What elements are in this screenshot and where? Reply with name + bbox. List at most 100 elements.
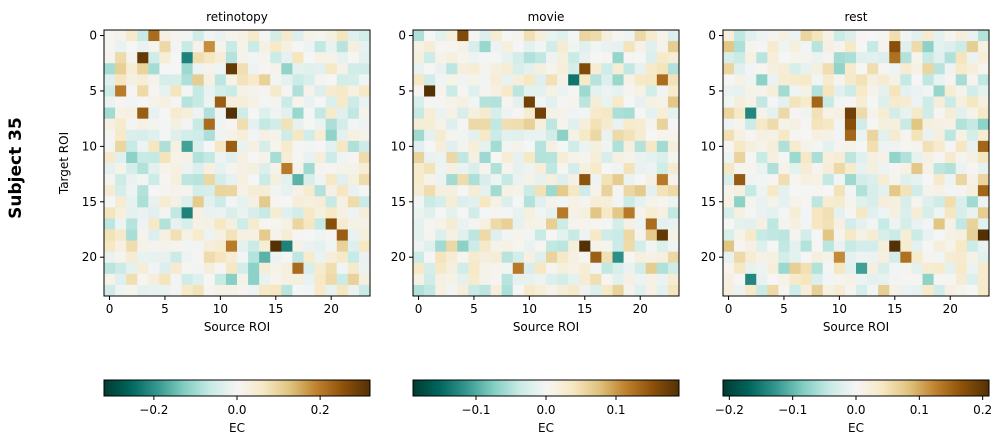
heatmap-cell: [645, 140, 658, 153]
heatmap-cell: [468, 129, 480, 142]
heatmap-cell: [656, 174, 669, 186]
heatmap-cell: [612, 163, 624, 175]
heatmap-cell: [911, 174, 923, 186]
heatmap-cell: [512, 251, 525, 264]
heatmap-cell: [977, 107, 990, 120]
heatmap-cell: [446, 41, 458, 53]
heatmap-cell: [977, 251, 990, 264]
heatmap-cell: [237, 251, 249, 264]
heatmap-cell: [501, 52, 514, 64]
heatmap-cell: [534, 229, 547, 241]
heatmap-cell: [955, 96, 968, 108]
heatmap-cell: [634, 273, 647, 286]
heatmap-cell: [944, 118, 957, 131]
heatmap-cell: [490, 240, 503, 253]
heatmap-cell: [104, 262, 116, 275]
heatmap-cell: [811, 207, 824, 219]
heatmap-cell: [900, 251, 912, 264]
heatmap-cell: [623, 52, 636, 64]
heatmap-cell: [557, 30, 569, 42]
heatmap-cell: [446, 129, 458, 142]
heatmap-cell: [181, 52, 194, 64]
heatmap-cell: [656, 229, 669, 241]
heatmap-cell: [933, 129, 946, 142]
heatmap-cell: [270, 251, 282, 264]
heatmap-cell: [325, 240, 338, 253]
heatmap-cell: [623, 229, 636, 241]
heatmap-cell: [911, 107, 923, 120]
heatmap-cell: [557, 151, 569, 164]
heatmap-cell: [601, 262, 613, 275]
heatmap-cell: [645, 118, 658, 131]
heatmap-cell: [778, 196, 790, 208]
x-tick-label: 5: [161, 302, 169, 316]
heatmap-cell: [767, 52, 779, 64]
heatmap-cell: [867, 218, 879, 230]
heatmap-cell: [756, 74, 768, 86]
heatmap-cell: [778, 262, 790, 275]
heatmap-cell: [347, 284, 360, 297]
heatmap-cell: [126, 129, 138, 142]
x-tick-label: 5: [780, 302, 788, 316]
x-tick-label: 10: [832, 302, 847, 316]
heatmap-cell: [579, 251, 591, 264]
heatmap-frame: [412, 29, 680, 297]
heatmap-cell: [546, 107, 558, 120]
colorbar: [412, 379, 680, 397]
heatmap-cell: [911, 196, 923, 208]
heatmap-cell: [534, 63, 547, 75]
heatmap-cell: [270, 262, 282, 275]
heatmap-cell: [955, 240, 968, 253]
heatmap-cell: [347, 196, 360, 208]
heatmap-cell: [281, 163, 293, 175]
heatmap-cell: [281, 207, 293, 219]
heatmap-cell: [601, 140, 613, 153]
y-tick-label: 15: [391, 195, 406, 209]
heatmap-cell: [590, 251, 602, 264]
heatmap-cell: [867, 240, 879, 253]
heatmap-cell: [148, 96, 160, 108]
heatmap-cell: [557, 107, 569, 120]
heatmap-cell: [546, 129, 558, 142]
heatmap-cell: [977, 163, 990, 175]
heatmap-cell: [115, 240, 127, 253]
heatmap-cell: [104, 207, 116, 219]
heatmap-cell: [148, 118, 160, 131]
heatmap-cell: [259, 107, 271, 120]
heatmap-cell: [424, 96, 436, 108]
heatmap-cell: [336, 129, 349, 142]
heatmap-cell: [723, 273, 735, 286]
heatmap-cell: [634, 163, 647, 175]
heatmap-cell: [789, 41, 801, 53]
heatmap-cell: [115, 85, 127, 97]
heatmap-cell: [214, 174, 227, 186]
heatmap-cell: [546, 262, 558, 275]
heatmap-cell: [833, 240, 846, 253]
heatmap-cell: [933, 229, 946, 241]
heatmap-cell: [922, 174, 934, 186]
heatmap-cell: [501, 74, 514, 86]
heatmap-cell: [104, 240, 116, 253]
heatmap-cell: [292, 30, 304, 42]
heatmap-cell: [723, 107, 735, 120]
heatmap-cell: [911, 240, 923, 253]
heatmap-cell: [612, 207, 624, 219]
heatmap-cell: [347, 52, 360, 64]
heatmap-cell: [767, 196, 779, 208]
heatmap-cell: [137, 262, 149, 275]
heatmap-cell: [778, 251, 790, 264]
heatmap-cell: [645, 52, 658, 64]
heatmap-cell: [523, 85, 536, 97]
heatmap-cell: [192, 207, 205, 219]
heatmap-cell: [557, 174, 569, 186]
heatmap-cell: [955, 273, 968, 286]
heatmap-cell: [811, 284, 824, 297]
heatmap-cell: [126, 140, 138, 153]
heatmap-cell: [446, 63, 458, 75]
x-tick-label: 0: [106, 302, 114, 316]
heatmap-cell: [225, 218, 238, 230]
heatmap-cell: [468, 218, 480, 230]
heatmap-cell: [811, 107, 824, 120]
heatmap-cell: [756, 96, 768, 108]
heatmap-cell: [568, 163, 580, 175]
